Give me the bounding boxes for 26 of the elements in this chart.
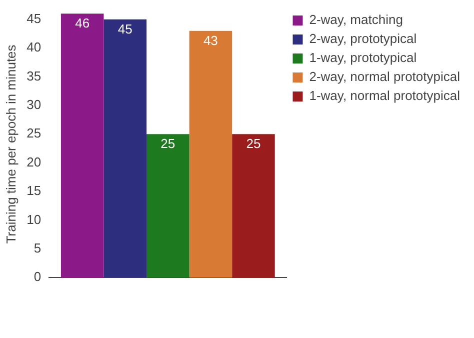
y-tick-label: 15 [26,183,42,198]
y-tick-label: 0 [34,269,42,284]
y-tick-label: 45 [26,10,42,26]
bar [232,134,275,278]
legend-label: 1-way, normal prototypical [309,88,460,104]
legend-label: 2-way, matching [309,12,403,28]
data-label: 43 [203,32,218,48]
y-tick-label: 40 [26,40,42,55]
bar [146,134,190,278]
bar [189,30,232,278]
y-tick-label: 25 [26,126,42,141]
bar [60,14,104,278]
legend-label: 2-way, normal prototypical [309,69,460,84]
y-tick-label: 35 [26,68,42,84]
data-label: 46 [75,16,90,31]
y-tick-label: 30 [26,97,42,112]
legend-label: 1-way, prototypical [309,50,417,66]
y-tick-label: 10 [26,212,42,227]
data-label: 25 [246,136,261,152]
y-tick-label: 20 [26,154,42,170]
y-axis-title: Training time per epoch in minutes [3,44,18,244]
data-label: 45 [118,21,132,36]
data-label: 25 [160,136,176,152]
legend-label: 2-way, prototypical [309,31,417,46]
y-tick-label: 5 [34,240,42,256]
bar [104,19,147,278]
